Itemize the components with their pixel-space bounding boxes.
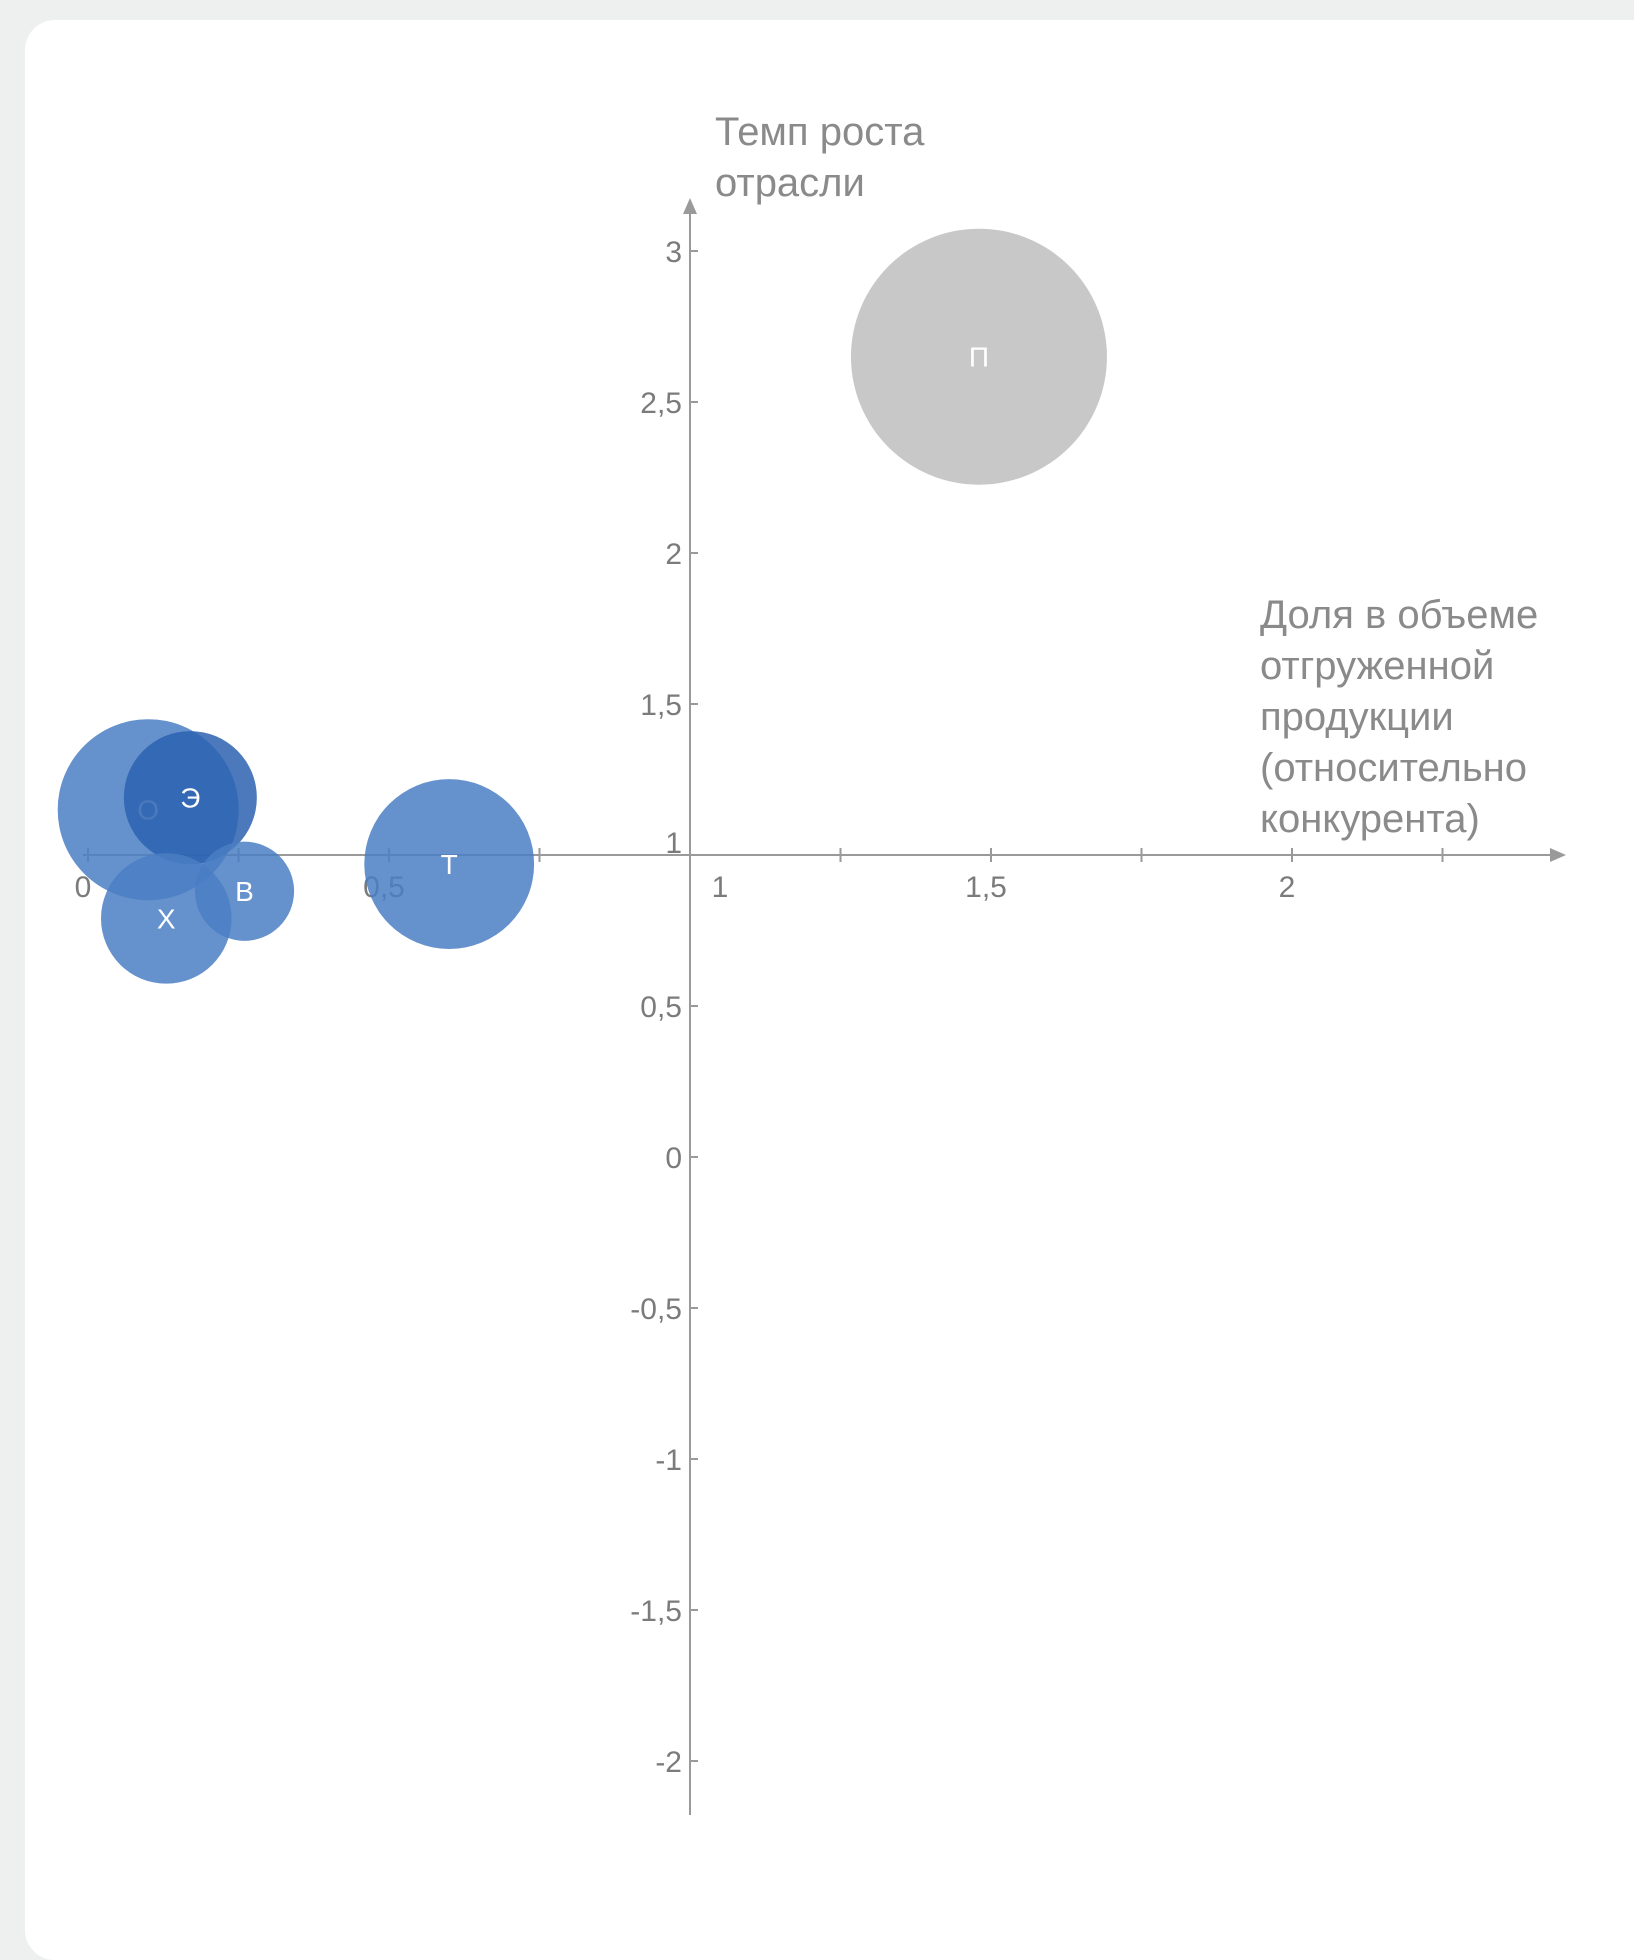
- y-axis-title-line: Темп роста: [715, 110, 925, 154]
- x-axis-title-line: Доля в объеме: [1260, 593, 1538, 637]
- x-tick-label: 1,5: [965, 871, 1007, 904]
- bubble-Т: [364, 779, 535, 949]
- x-axis-arrow: [1550, 848, 1566, 862]
- y-axis-title-line: отрасли: [715, 161, 865, 205]
- y-tick-label: -1: [655, 1444, 682, 1477]
- x-axis-title-line: продукции: [1260, 695, 1454, 739]
- bubble-label: Т: [441, 849, 458, 880]
- x-axis-title-line: отгруженной: [1260, 644, 1494, 688]
- y-tick-label: 0,5: [640, 991, 682, 1024]
- bubble-label: В: [235, 876, 254, 907]
- y-axis-arrow: [683, 198, 697, 214]
- y-tick-label: -0,5: [630, 1293, 682, 1326]
- x-axis-title: Доля в объеме отгруженной продукции (относи…: [1260, 593, 1538, 841]
- y-tick-label: 1: [665, 827, 682, 860]
- bubble-label: Э: [180, 783, 200, 814]
- y-tick-label: 3: [665, 236, 682, 269]
- x-tick-label: 2: [1279, 871, 1296, 904]
- y-tick-label: 0: [665, 1142, 682, 1175]
- x-axis-title-line: конкурента): [1260, 797, 1480, 841]
- y-tick-label: -2: [655, 1746, 682, 1779]
- bubble-П: [850, 228, 1107, 485]
- x-tick-label: 0: [75, 871, 92, 904]
- bubble-Э: [123, 731, 257, 865]
- x-tick-label: 1: [712, 871, 729, 904]
- y-axis-title: Темп роста отрасли: [715, 110, 925, 205]
- bubble-label: П: [969, 342, 989, 373]
- x-axis-title-line: (относительно: [1260, 746, 1527, 790]
- bubble-В: [194, 841, 295, 941]
- y-tick-label: 2,5: [640, 387, 682, 420]
- y-tick-label: 1,5: [640, 689, 682, 722]
- bubble-label: Х: [157, 903, 176, 934]
- chart-card: [25, 20, 1634, 1960]
- y-tick-label: -1,5: [630, 1595, 682, 1628]
- y-tick-label: 2: [665, 538, 682, 571]
